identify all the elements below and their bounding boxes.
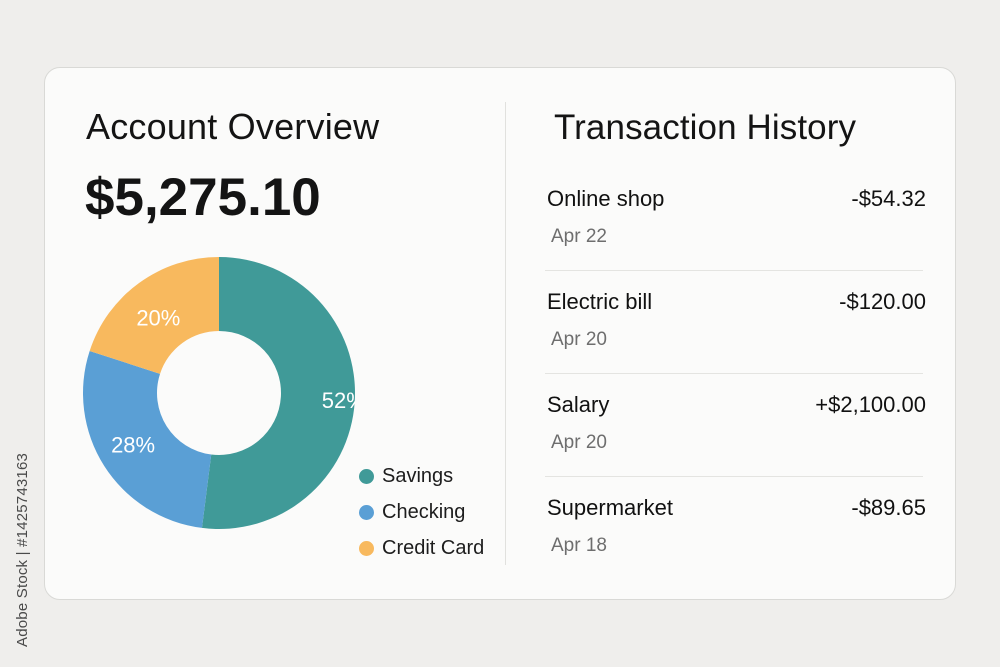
legend-dot-checking	[359, 504, 374, 520]
legend-label-savings: Savings	[382, 464, 454, 487]
transaction-row[interactable]: Electric bill -$120.00 Apr 20	[545, 271, 926, 374]
transaction-row[interactable]: Online shop -$54.32 Apr 22	[545, 168, 926, 271]
transaction-date: Apr 18	[551, 535, 607, 556]
legend-item-checking: Checking	[359, 494, 484, 530]
donut-slice-credit-card	[89, 257, 219, 374]
legend-dot-credit-card	[359, 540, 374, 556]
transaction-row[interactable]: Salary +$2,100.00 Apr 20	[545, 374, 926, 477]
legend-item-savings: Savings	[359, 458, 484, 494]
section-divider	[505, 102, 506, 565]
account-card: Account Overview $5,275.10 52% 28% 20% Sav…	[44, 67, 956, 600]
legend-label-checking: Checking	[382, 500, 466, 523]
transaction-amount: +$2,100.00	[815, 392, 926, 417]
donut-label-credit-card: 20%	[136, 305, 180, 330]
transaction-name: Electric bill	[547, 289, 653, 314]
transaction-amount: -$54.32	[851, 186, 926, 211]
transaction-amount: -$120.00	[839, 289, 926, 314]
stock-watermark: Adobe Stock | #1425743163	[14, 452, 31, 647]
transaction-date: Apr 20	[551, 432, 607, 453]
transaction-date: Apr 22	[551, 226, 607, 247]
transaction-name: Salary	[547, 392, 610, 417]
legend-item-credit-card: Credit Card	[359, 530, 484, 566]
transaction-date: Apr 20	[551, 329, 607, 350]
legend-dot-savings	[359, 468, 374, 484]
account-balance: $5,275.10	[85, 168, 321, 227]
donut-slice-checking	[83, 350, 212, 528]
transaction-list: Online shop -$54.32 Apr 22 Electric bill…	[545, 168, 926, 580]
transaction-name: Supermarket	[547, 495, 673, 520]
allocation-donut-chart: 52% 28% 20%	[83, 257, 355, 529]
transaction-row[interactable]: Supermarket -$89.65 Apr 18	[545, 477, 926, 580]
transaction-amount: -$89.65	[851, 495, 926, 520]
overview-title: Account Overview	[86, 106, 380, 147]
transaction-name: Online shop	[547, 186, 665, 211]
donut-label-checking: 28%	[111, 432, 155, 457]
history-title: Transaction History	[554, 108, 857, 147]
donut-label-savings: 52%	[322, 388, 355, 413]
legend-label-credit-card: Credit Card	[382, 536, 485, 559]
chart-legend: Savings Checking Credit Card	[359, 458, 484, 566]
donut-slice-savings	[201, 257, 355, 529]
